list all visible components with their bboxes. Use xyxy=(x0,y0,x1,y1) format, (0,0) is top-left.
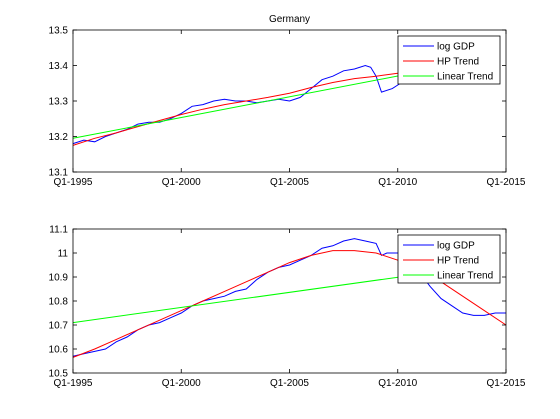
x-tick-label: Q1-2015 xyxy=(487,177,526,188)
y-tick-label: 13.2 xyxy=(49,132,69,143)
legend-label: log GDP xyxy=(437,42,475,53)
y-tick-label: 10.5 xyxy=(49,369,69,380)
y-tick-label: 13.1 xyxy=(49,168,69,179)
x-tick-label: Q1-2005 xyxy=(270,177,309,188)
x-tick-label: Q1-2010 xyxy=(378,177,417,188)
x-tick-label: Q1-1995 xyxy=(54,378,93,389)
y-tick-label: 13.5 xyxy=(49,26,69,37)
x-tick-label: Q1-2000 xyxy=(162,378,201,389)
y-tick-label: 10.6 xyxy=(49,345,69,356)
chart-panel-1: Q1-1995 Q1-2000 Q1-2005 Q1-2010 Q1-2015 13.1 1… xyxy=(49,14,526,188)
legend-label: HP Trend xyxy=(437,57,479,68)
y-tick-label: 10.9 xyxy=(49,273,69,284)
y-tick-label: 13.4 xyxy=(49,61,69,72)
legend-label: HP Trend xyxy=(437,256,479,267)
legend: log GDP HP Trend Linear Trend xyxy=(398,235,500,283)
y-tick-label: 11.1 xyxy=(49,225,68,236)
y-tick-label: 11 xyxy=(58,249,69,260)
y-tick-label: 13.3 xyxy=(49,97,69,108)
y-tick-label: 10.7 xyxy=(49,321,69,332)
x-tick-label: Q1-2005 xyxy=(270,378,309,389)
legend-label: Linear Trend xyxy=(437,271,493,282)
legend: log GDP HP Trend Linear Trend xyxy=(398,36,500,84)
x-tick-label: Q1-1995 xyxy=(54,177,93,188)
legend-label: Linear Trend xyxy=(437,72,493,83)
chart-panel-2: Q1-1995 Q1-2000 Q1-2005 Q1-2010 Q1-2015 10.5 1… xyxy=(49,225,526,390)
x-tick-label: Q1-2000 xyxy=(162,177,201,188)
x-tick-label: Q1-2015 xyxy=(487,378,526,389)
chart-title: Germany xyxy=(269,14,310,25)
y-tick-label: 10.8 xyxy=(49,297,69,308)
x-tick-label: Q1-2010 xyxy=(378,378,417,389)
legend-label: log GDP xyxy=(437,241,475,252)
